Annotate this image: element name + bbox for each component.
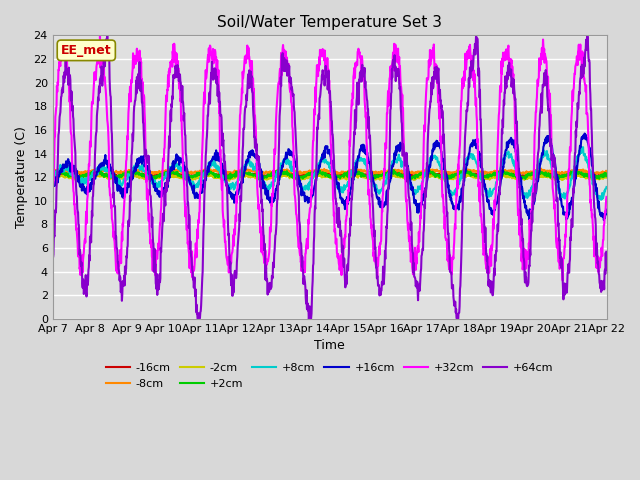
+2cm bbox=[603, 173, 611, 179]
-16cm bbox=[170, 170, 178, 176]
+32cm bbox=[280, 53, 287, 59]
Y-axis label: Temperature (C): Temperature (C) bbox=[15, 126, 28, 228]
-16cm bbox=[225, 174, 232, 180]
X-axis label: Time: Time bbox=[314, 339, 345, 352]
+64cm bbox=[603, 249, 611, 254]
+64cm bbox=[104, 30, 111, 36]
+8cm bbox=[597, 197, 605, 203]
+2cm bbox=[147, 177, 155, 183]
-8cm bbox=[522, 172, 529, 178]
+2cm bbox=[280, 169, 287, 175]
+2cm bbox=[506, 172, 514, 178]
+32cm bbox=[172, 49, 179, 55]
-8cm bbox=[554, 170, 562, 176]
-8cm bbox=[415, 169, 422, 175]
-2cm bbox=[171, 174, 179, 180]
-8cm bbox=[603, 168, 611, 174]
+64cm bbox=[506, 70, 514, 75]
Legend: -16cm, -8cm, -2cm, +2cm, +8cm, +16cm, +32cm, +64cm: -16cm, -8cm, -2cm, +2cm, +8cm, +16cm, +3… bbox=[101, 359, 558, 393]
+8cm bbox=[506, 154, 513, 159]
Line: +16cm: +16cm bbox=[52, 133, 607, 220]
-2cm bbox=[225, 178, 233, 184]
-16cm bbox=[172, 171, 179, 177]
+32cm bbox=[506, 57, 514, 63]
+8cm bbox=[415, 184, 422, 190]
+32cm bbox=[266, 229, 274, 235]
+2cm bbox=[415, 172, 423, 178]
+64cm bbox=[266, 283, 274, 289]
-8cm bbox=[205, 165, 213, 171]
Title: Soil/Water Temperature Set 3: Soil/Water Temperature Set 3 bbox=[217, 15, 442, 30]
Line: -16cm: -16cm bbox=[52, 173, 607, 177]
+16cm bbox=[415, 210, 422, 216]
-2cm bbox=[554, 177, 562, 182]
+2cm bbox=[554, 174, 562, 180]
+32cm bbox=[49, 192, 56, 198]
-2cm bbox=[49, 174, 56, 180]
-2cm bbox=[415, 175, 422, 180]
+16cm bbox=[266, 196, 274, 202]
Text: EE_met: EE_met bbox=[61, 44, 111, 57]
+16cm bbox=[603, 207, 611, 213]
+8cm bbox=[579, 144, 587, 150]
Line: -8cm: -8cm bbox=[52, 168, 607, 175]
+64cm bbox=[453, 327, 461, 333]
+16cm bbox=[280, 159, 287, 165]
+16cm bbox=[554, 174, 561, 180]
+2cm bbox=[266, 171, 274, 177]
+8cm bbox=[171, 161, 179, 167]
-16cm bbox=[554, 173, 562, 179]
+32cm bbox=[415, 229, 422, 235]
Line: +2cm: +2cm bbox=[52, 170, 607, 180]
-16cm bbox=[415, 172, 423, 178]
Line: -2cm: -2cm bbox=[52, 173, 607, 181]
+64cm bbox=[172, 63, 179, 69]
-16cm bbox=[603, 173, 611, 179]
-8cm bbox=[280, 168, 287, 174]
-16cm bbox=[280, 172, 288, 178]
Line: +32cm: +32cm bbox=[52, 33, 607, 280]
+64cm bbox=[554, 223, 562, 228]
-8cm bbox=[506, 168, 514, 174]
-16cm bbox=[267, 172, 275, 178]
+64cm bbox=[280, 68, 287, 74]
+8cm bbox=[49, 175, 56, 180]
-2cm bbox=[506, 174, 514, 180]
-8cm bbox=[266, 168, 274, 174]
+64cm bbox=[415, 284, 422, 289]
Line: +64cm: +64cm bbox=[52, 33, 607, 330]
+16cm bbox=[600, 217, 607, 223]
-16cm bbox=[506, 171, 514, 177]
+64cm bbox=[49, 246, 56, 252]
+8cm bbox=[280, 159, 287, 165]
+2cm bbox=[49, 173, 56, 179]
+16cm bbox=[506, 137, 513, 143]
+32cm bbox=[559, 277, 566, 283]
+16cm bbox=[49, 182, 56, 188]
+8cm bbox=[603, 184, 611, 190]
+16cm bbox=[171, 159, 179, 165]
-2cm bbox=[266, 174, 274, 180]
-2cm bbox=[603, 175, 611, 180]
-2cm bbox=[280, 173, 287, 179]
+32cm bbox=[554, 236, 561, 241]
+2cm bbox=[390, 167, 397, 173]
+2cm bbox=[172, 169, 179, 175]
-8cm bbox=[171, 168, 179, 173]
-16cm bbox=[49, 171, 56, 177]
+16cm bbox=[580, 131, 588, 136]
-2cm bbox=[465, 170, 473, 176]
-8cm bbox=[49, 169, 56, 175]
+32cm bbox=[96, 30, 104, 36]
+8cm bbox=[266, 185, 274, 191]
Line: +8cm: +8cm bbox=[52, 147, 607, 200]
+32cm bbox=[603, 194, 611, 200]
+8cm bbox=[554, 183, 561, 189]
